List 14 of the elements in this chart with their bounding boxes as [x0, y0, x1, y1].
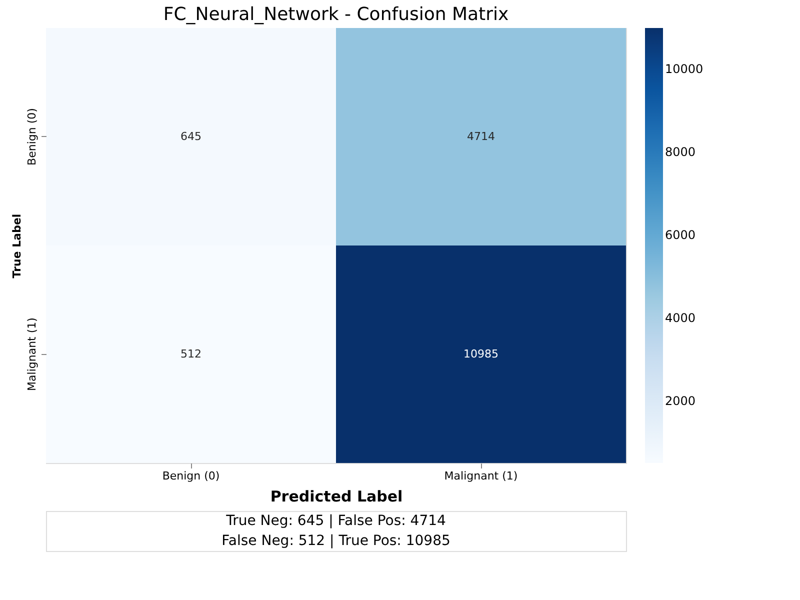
color-bar-label: 8000: [665, 144, 696, 159]
x-axis-title: Predicted Label: [270, 488, 403, 506]
color-bar-label: 4000: [665, 311, 696, 326]
chart-title: FC_Neural_Network - Confusion Matrix: [163, 4, 510, 25]
data-label: 4714: [467, 130, 495, 143]
data-label: 10985: [464, 347, 498, 360]
color-bar-label: 6000: [665, 228, 696, 242]
y-axis-title: True Label: [10, 214, 24, 278]
text: True Neg: 645 | False Pos: 4714: [225, 513, 446, 529]
data-label: 512: [180, 347, 202, 360]
text: False Neg: 512 | True Pos: 10985: [222, 533, 450, 549]
color-bar-label: 10000: [665, 62, 704, 76]
color-bar-label: 2000: [665, 394, 696, 408]
data-label: 645: [180, 130, 202, 143]
